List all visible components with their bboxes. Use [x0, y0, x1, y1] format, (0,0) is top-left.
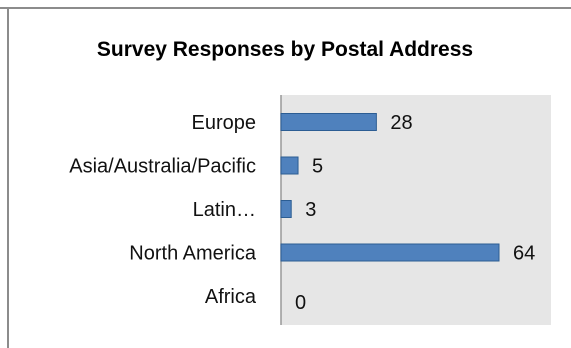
bar-asia-australia-pacific — [280, 156, 299, 175]
bars-layer: Europe 28 Asia/Australia/Pacific 5 Latin… 3 No… — [69, 112, 535, 314]
data-label-north-america: 64 — [513, 243, 535, 265]
category-label-north-america: North America — [129, 243, 257, 265]
category-label-latin: Latin… — [193, 199, 256, 221]
bar-latin — [280, 200, 292, 218]
data-label-africa: 0 — [295, 292, 306, 314]
chart-title: Survey Responses by Postal Address — [97, 38, 473, 61]
data-label-asia-australia-pacific: 5 — [312, 156, 323, 178]
plot-background — [281, 95, 551, 325]
data-label-europe: 28 — [390, 112, 412, 134]
category-label-asia-australia-pacific: Asia/Australia/Pacific — [69, 156, 256, 178]
bar-europe — [280, 113, 377, 131]
bar-north-america — [280, 243, 500, 262]
category-label-europe: Europe — [192, 112, 257, 134]
category-label-africa: Africa — [205, 286, 257, 308]
data-label-latin: 3 — [305, 199, 316, 221]
